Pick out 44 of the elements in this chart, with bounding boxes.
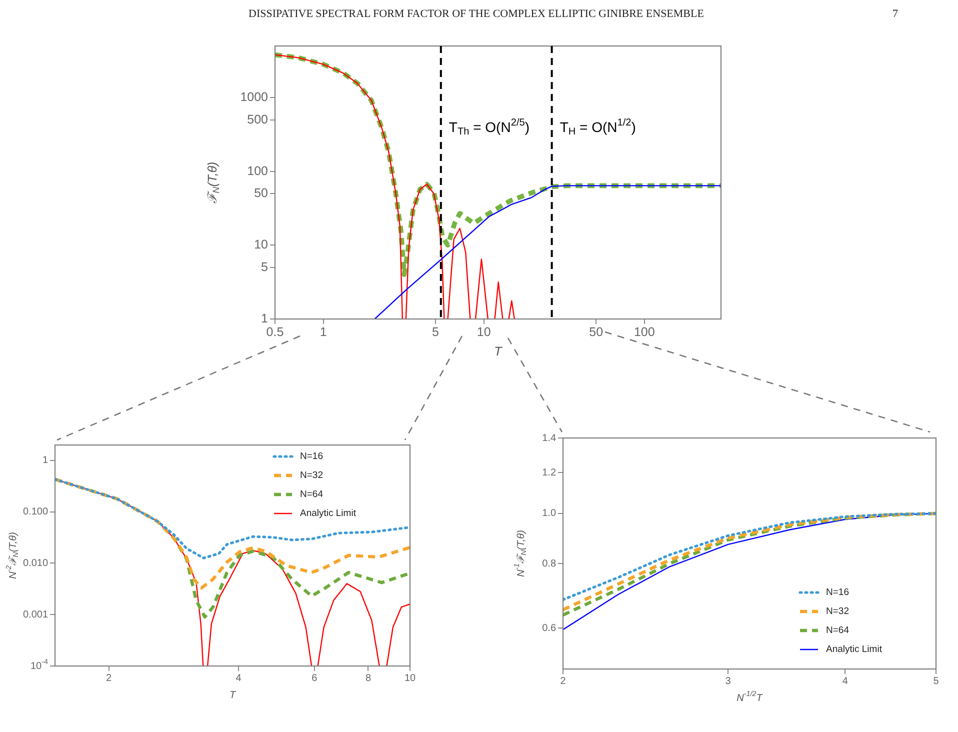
x-tick-label: 100	[634, 324, 655, 339]
y-tick-label: 0.8	[542, 558, 556, 570]
x-tick-label: 2	[106, 672, 112, 684]
legend-label: N=16	[826, 587, 849, 598]
legend-label: Analytic Limit	[300, 508, 356, 520]
legend-label: N=16	[300, 451, 323, 462]
y-tick-label: 500	[247, 112, 268, 126]
x-tick-label: 10	[476, 324, 491, 339]
x-tick-label: 50	[589, 324, 604, 339]
x-tick-label: 6	[312, 672, 318, 684]
x-tick-label: 0.5	[266, 324, 284, 339]
x-tick-label: 2	[560, 676, 566, 687]
y-tick-label: 0.010	[22, 558, 48, 569]
y-tick-label: 10	[254, 238, 268, 252]
y-tick-label: 100	[247, 164, 268, 178]
legend-label: N=32	[300, 470, 323, 482]
y-tick-label: 1	[42, 455, 48, 466]
x-tick-label: 1	[320, 324, 327, 339]
x-tick-label: 8	[365, 672, 372, 684]
y-tick-label: 0.100	[22, 506, 48, 518]
text: DISSIPATIVE SPECTRAL FORM FACTOR OF THE COMPLEX ELLIPTIC GINIBRE ENSEMBLE	[248, 8, 705, 20]
legend-label: N=64	[826, 625, 849, 636]
legend-label: N=64	[300, 489, 323, 500]
y-tick-label: 1.4	[542, 432, 556, 444]
x-tick-label: 5	[432, 324, 440, 339]
x-tick-label: 5	[933, 676, 940, 687]
y-tick-label: 1000	[240, 90, 268, 104]
text: 7	[892, 8, 898, 20]
y-tick-label: 1.0	[542, 508, 556, 520]
x-tick-label: 3	[725, 676, 732, 687]
y-tick-label: 5	[261, 260, 268, 274]
legend-label: N=32	[826, 606, 849, 618]
y-axis-title: ℱN(T,θ)	[205, 162, 221, 204]
x-tick-label: 10	[404, 672, 416, 684]
y-tick-label: 1	[261, 311, 268, 326]
y-tick-label: 0.001	[22, 609, 48, 620]
x-tick-label: 4	[236, 672, 242, 684]
x-axis-title: T	[494, 344, 504, 359]
y-tick-label: 0.6	[542, 622, 556, 634]
y-tick-label: 1.2	[542, 467, 556, 478]
x-axis-title: T	[229, 690, 236, 701]
y-tick-label: 50	[254, 186, 268, 200]
x-tick-label: 4	[842, 676, 848, 687]
legend-label: Analytic Limit	[826, 644, 882, 656]
